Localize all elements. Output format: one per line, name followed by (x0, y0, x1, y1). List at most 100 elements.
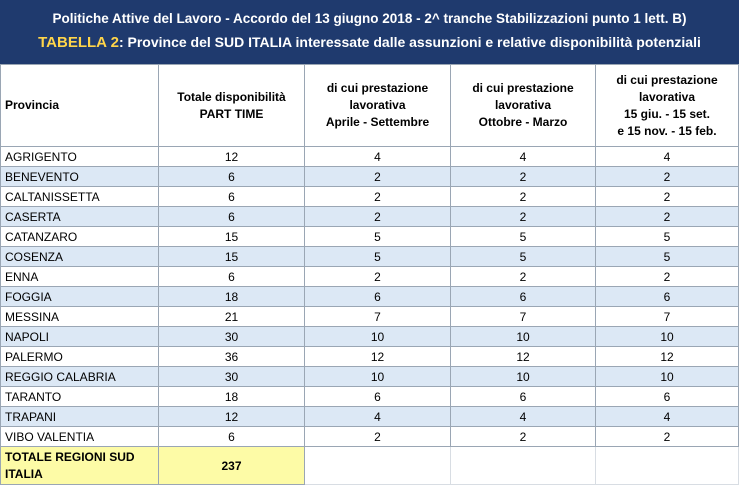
provinces-table: Provincia Totale disponibilità PART TIME … (0, 64, 739, 485)
table-row: FOGGIA 18 6 6 6 (0, 286, 739, 307)
cell-ottobre-marzo[interactable]: 10 (450, 366, 596, 387)
cell-provincia[interactable]: CALTANISSETTA (0, 186, 159, 207)
cell-provincia[interactable]: BENEVENTO (0, 166, 159, 187)
cell-totale[interactable]: 12 (158, 406, 305, 427)
table-number-label: TABELLA 2 (38, 34, 119, 51)
cell-provincia[interactable]: COSENZA (0, 246, 159, 267)
cell-ottobre-marzo[interactable]: 2 (450, 206, 596, 227)
cell-aprile-settembre[interactable]: 2 (304, 206, 451, 227)
cell-giu-set-nov-feb[interactable]: 6 (595, 286, 739, 307)
empty-cell[interactable] (304, 446, 451, 485)
cell-ottobre-marzo[interactable]: 2 (450, 166, 596, 187)
cell-provincia[interactable]: TRAPANI (0, 406, 159, 427)
col-header-totale[interactable]: Totale disponibilità PART TIME (158, 64, 305, 147)
cell-aprile-settembre[interactable]: 10 (304, 366, 451, 387)
cell-totale[interactable]: 12 (158, 146, 305, 167)
table-row: TARANTO 18 6 6 6 (0, 386, 739, 407)
col-header-line: PART TIME (199, 106, 264, 121)
col-header-line: lavorativa (494, 98, 552, 112)
col-header-provincia[interactable]: Provincia (0, 64, 159, 147)
cell-giu-set-nov-feb[interactable]: 10 (595, 366, 739, 387)
cell-totale[interactable]: 30 (158, 326, 305, 347)
cell-totale[interactable]: 15 (158, 226, 305, 247)
cell-totale[interactable]: 6 (158, 166, 305, 187)
cell-totale[interactable]: 6 (158, 186, 305, 207)
cell-provincia[interactable]: CASERTA (0, 206, 159, 227)
empty-cell[interactable] (450, 446, 596, 485)
cell-totale[interactable]: 6 (158, 266, 305, 287)
cell-giu-set-nov-feb[interactable]: 2 (595, 166, 739, 187)
cell-aprile-settembre[interactable]: 6 (304, 386, 451, 407)
cell-giu-set-nov-feb[interactable]: 2 (595, 206, 739, 227)
cell-provincia[interactable]: ENNA (0, 266, 159, 287)
cell-giu-set-nov-feb[interactable]: 2 (595, 266, 739, 287)
cell-totale[interactable]: 18 (158, 386, 305, 407)
cell-provincia[interactable]: CATANZARO (0, 226, 159, 247)
cell-giu-set-nov-feb[interactable]: 6 (595, 386, 739, 407)
cell-provincia[interactable]: FOGGIA (0, 286, 159, 307)
cell-aprile-settembre[interactable]: 2 (304, 186, 451, 207)
col-header-line: di cui prestazione (616, 72, 718, 87)
col-header-line: Totale disponibilità (177, 89, 286, 104)
cell-totale[interactable]: 36 (158, 346, 305, 367)
cell-ottobre-marzo[interactable]: 6 (450, 386, 596, 407)
title-banner: Politiche Attive del Lavoro - Accordo de… (0, 0, 739, 64)
cell-provincia[interactable]: TARANTO (0, 386, 159, 407)
table-description: : Province del SUD ITALIA interessate da… (118, 34, 701, 50)
cell-aprile-settembre[interactable]: 4 (304, 406, 451, 427)
cell-provincia[interactable]: PALERMO (0, 346, 159, 367)
cell-aprile-settembre[interactable]: 2 (304, 166, 451, 187)
cell-ottobre-marzo[interactable]: 2 (450, 186, 596, 207)
cell-totale[interactable]: 30 (158, 366, 305, 387)
totals-value-cell[interactable]: 237 (158, 446, 305, 485)
cell-totale[interactable]: 18 (158, 286, 305, 307)
totals-label-line: ITALIA (5, 466, 43, 481)
cell-giu-set-nov-feb[interactable]: 5 (595, 226, 739, 247)
cell-totale[interactable]: 21 (158, 306, 305, 327)
cell-provincia[interactable]: AGRIGENTO (0, 146, 159, 167)
cell-ottobre-marzo[interactable]: 4 (450, 146, 596, 167)
cell-giu-set-nov-feb[interactable]: 2 (595, 426, 739, 447)
cell-totale[interactable]: 6 (158, 206, 305, 227)
cell-aprile-settembre[interactable]: 2 (304, 426, 451, 447)
cell-ottobre-marzo[interactable]: 5 (450, 226, 596, 247)
cell-giu-set-nov-feb[interactable]: 12 (595, 346, 739, 367)
cell-provincia[interactable]: VIBO VALENTIA (0, 426, 159, 447)
totals-label-cell[interactable]: TOTALE REGIONI SUD ITALIA (0, 446, 159, 485)
cell-giu-set-nov-feb[interactable]: 4 (595, 406, 739, 427)
cell-ottobre-marzo[interactable]: 4 (450, 406, 596, 427)
cell-ottobre-marzo[interactable]: 10 (450, 326, 596, 347)
col-header-line: Ottobre - Marzo (478, 115, 568, 129)
table-row: CASERTA 6 2 2 2 (0, 206, 739, 227)
cell-aprile-settembre[interactable]: 12 (304, 346, 451, 367)
cell-ottobre-marzo[interactable]: 5 (450, 246, 596, 267)
cell-ottobre-marzo[interactable]: 2 (450, 266, 596, 287)
col-header-line: di cui prestazione (326, 81, 429, 95)
cell-aprile-settembre[interactable]: 4 (304, 146, 451, 167)
cell-giu-set-nov-feb[interactable]: 5 (595, 246, 739, 267)
cell-aprile-settembre[interactable]: 7 (304, 306, 451, 327)
cell-giu-set-nov-feb[interactable]: 4 (595, 146, 739, 167)
cell-totale[interactable]: 15 (158, 246, 305, 267)
empty-cell[interactable] (595, 446, 739, 485)
cell-ottobre-marzo[interactable]: 7 (450, 306, 596, 327)
cell-aprile-settembre[interactable]: 6 (304, 286, 451, 307)
cell-ottobre-marzo[interactable]: 6 (450, 286, 596, 307)
col-header-line: 15 giu. - 15 set. (623, 106, 711, 121)
col-header-aprile-settembre[interactable]: di cui prestazione lavorativa Aprile - Set… (304, 64, 451, 147)
cell-giu-set-nov-feb[interactable]: 2 (595, 186, 739, 207)
cell-ottobre-marzo[interactable]: 2 (450, 426, 596, 447)
cell-giu-set-nov-feb[interactable]: 10 (595, 326, 739, 347)
cell-giu-set-nov-feb[interactable]: 7 (595, 306, 739, 327)
cell-aprile-settembre[interactable]: 5 (304, 226, 451, 247)
cell-provincia[interactable]: REGGIO CALABRIA (0, 366, 159, 387)
cell-aprile-settembre[interactable]: 2 (304, 266, 451, 287)
cell-provincia[interactable]: NAPOLI (0, 326, 159, 347)
cell-totale[interactable]: 6 (158, 426, 305, 447)
cell-ottobre-marzo[interactable]: 12 (450, 346, 596, 367)
cell-aprile-settembre[interactable]: 5 (304, 246, 451, 267)
col-header-giu-set-nov-feb[interactable]: di cui prestazione lavorativa 15 giu. - 15… (595, 64, 739, 147)
col-header-ottobre-marzo[interactable]: di cui prestazione lavorativa Ottobre - Ma… (450, 64, 596, 147)
cell-aprile-settembre[interactable]: 10 (304, 326, 451, 347)
cell-provincia[interactable]: MESSINA (0, 306, 159, 327)
